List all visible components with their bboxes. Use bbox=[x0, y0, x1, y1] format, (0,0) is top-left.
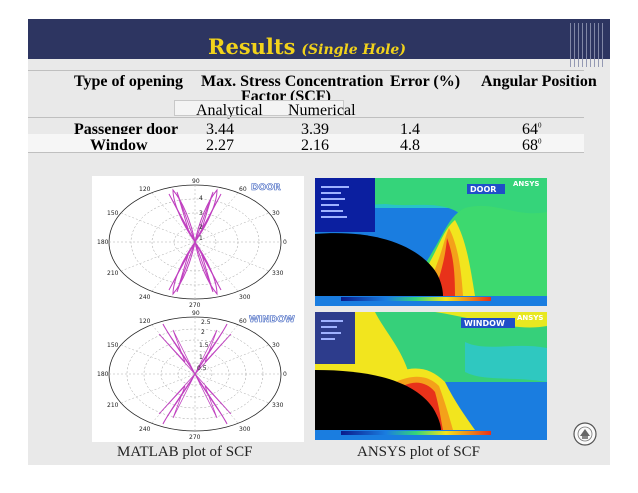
window-angle-label: 0 bbox=[283, 371, 287, 378]
row-error: 1.4 bbox=[400, 121, 420, 138]
window-label: WINDOW bbox=[249, 315, 295, 325]
row-type: Window bbox=[90, 137, 148, 154]
header-numerical: Numerical bbox=[288, 102, 356, 119]
ansys-logo-text: ANSYS bbox=[517, 314, 543, 322]
door-angle-label: 270 bbox=[189, 302, 201, 309]
slide-title: Results (Single Hole) bbox=[208, 34, 406, 59]
institute-logo-icon bbox=[572, 421, 598, 447]
door-angle-label: 150 bbox=[107, 210, 119, 217]
door-angle-label: 0 bbox=[283, 239, 287, 246]
row-numerical: 2.16 bbox=[301, 137, 329, 154]
header-analytical: Analytical bbox=[196, 102, 263, 119]
window-angle-label: 90 bbox=[192, 310, 200, 317]
window-angle-label: 240 bbox=[139, 426, 151, 433]
window-angle-label: 30 bbox=[272, 342, 280, 349]
door-angle-label: 30 bbox=[272, 210, 280, 217]
door-polar-plot: 90 60 30 0 330 300 270 240 210 180 150 1… bbox=[97, 178, 287, 309]
title-sub: (Single Hole) bbox=[301, 42, 406, 58]
door-radial-label: 1 bbox=[199, 235, 203, 242]
door-radial-label: 3 bbox=[199, 210, 203, 217]
row-type: Passenger door bbox=[74, 121, 179, 138]
matlab-caption: MATLAB plot of SCF bbox=[117, 444, 253, 460]
ansys-logo-text: ANSYS bbox=[513, 180, 539, 188]
door-angle-label: 210 bbox=[107, 270, 119, 277]
subheader-box bbox=[174, 100, 344, 116]
door-radial-label: 2 bbox=[199, 224, 203, 231]
door-angle-label: 300 bbox=[239, 294, 251, 301]
title-bar: Results (Single Hole) bbox=[28, 19, 610, 67]
door-angle-label: 180 bbox=[97, 239, 109, 246]
ansys-window-contour: WINDOW ANSYS bbox=[315, 312, 547, 440]
table-top-rule bbox=[28, 70, 584, 71]
row-error: 4.8 bbox=[400, 137, 420, 154]
ansys-window-image: WINDOW ANSYS bbox=[315, 312, 547, 440]
row-angle: 680 bbox=[522, 137, 542, 154]
window-polar-plot: 90 60 30 0 330 300 270 240 210 180 150 1… bbox=[97, 310, 295, 441]
door-angle-label: 240 bbox=[139, 294, 151, 301]
ansys-caption: ANSYS plot of SCF bbox=[357, 444, 480, 460]
door-angle-label: 330 bbox=[272, 270, 284, 277]
ansys-door-contour: DOOR ANSYS bbox=[315, 178, 547, 306]
window-angle-label: 150 bbox=[107, 342, 119, 349]
window-angle-label: 210 bbox=[107, 402, 119, 409]
ansys-window-label: WINDOW bbox=[464, 319, 505, 328]
window-radial-label: 1 bbox=[199, 354, 203, 361]
window-angle-label: 120 bbox=[139, 318, 151, 325]
window-angle-label: 270 bbox=[189, 434, 201, 441]
door-angle-label: 60 bbox=[239, 186, 247, 193]
matlab-plot-image: 90 60 30 0 330 300 270 240 210 180 150 1… bbox=[92, 176, 304, 442]
window-angle-label: 300 bbox=[239, 426, 251, 433]
table-mid-rule bbox=[28, 117, 584, 118]
window-angle-label: 330 bbox=[272, 402, 284, 409]
window-angle-label: 60 bbox=[239, 318, 247, 325]
window-radial-label: 0.5 bbox=[197, 365, 207, 372]
window-radial-label: 1.5 bbox=[199, 342, 209, 349]
ansys-door-label: DOOR bbox=[470, 185, 496, 194]
row-numerical: 3.39 bbox=[301, 121, 329, 138]
title-main: Results bbox=[208, 34, 296, 59]
header-decoration bbox=[570, 23, 604, 67]
window-radial-label: 2.5 bbox=[201, 319, 211, 326]
matlab-polar-plots: 90 60 30 0 330 300 270 240 210 180 150 1… bbox=[97, 178, 295, 441]
row-angle: 640 bbox=[522, 121, 542, 138]
row-analytical: 3.44 bbox=[206, 121, 234, 138]
header-angle: Angular Position bbox=[481, 73, 597, 90]
header-type: Type of opening bbox=[74, 73, 184, 90]
window-angle-label: 180 bbox=[97, 371, 109, 378]
row-analytical: 2.27 bbox=[206, 137, 234, 154]
table-bottom-rule bbox=[28, 152, 584, 153]
door-angle-label: 90 bbox=[192, 178, 200, 185]
ansys-door-image: DOOR ANSYS bbox=[315, 178, 547, 306]
door-radial-label: 4 bbox=[199, 195, 203, 202]
door-angle-label: 120 bbox=[139, 186, 151, 193]
door-label: DOOR bbox=[251, 183, 281, 193]
header-error: Error (%) bbox=[390, 73, 461, 90]
header-scf: Max. Stress Concentration bbox=[201, 73, 384, 90]
row-highlight bbox=[28, 134, 584, 152]
window-radial-label: 2 bbox=[201, 329, 205, 336]
